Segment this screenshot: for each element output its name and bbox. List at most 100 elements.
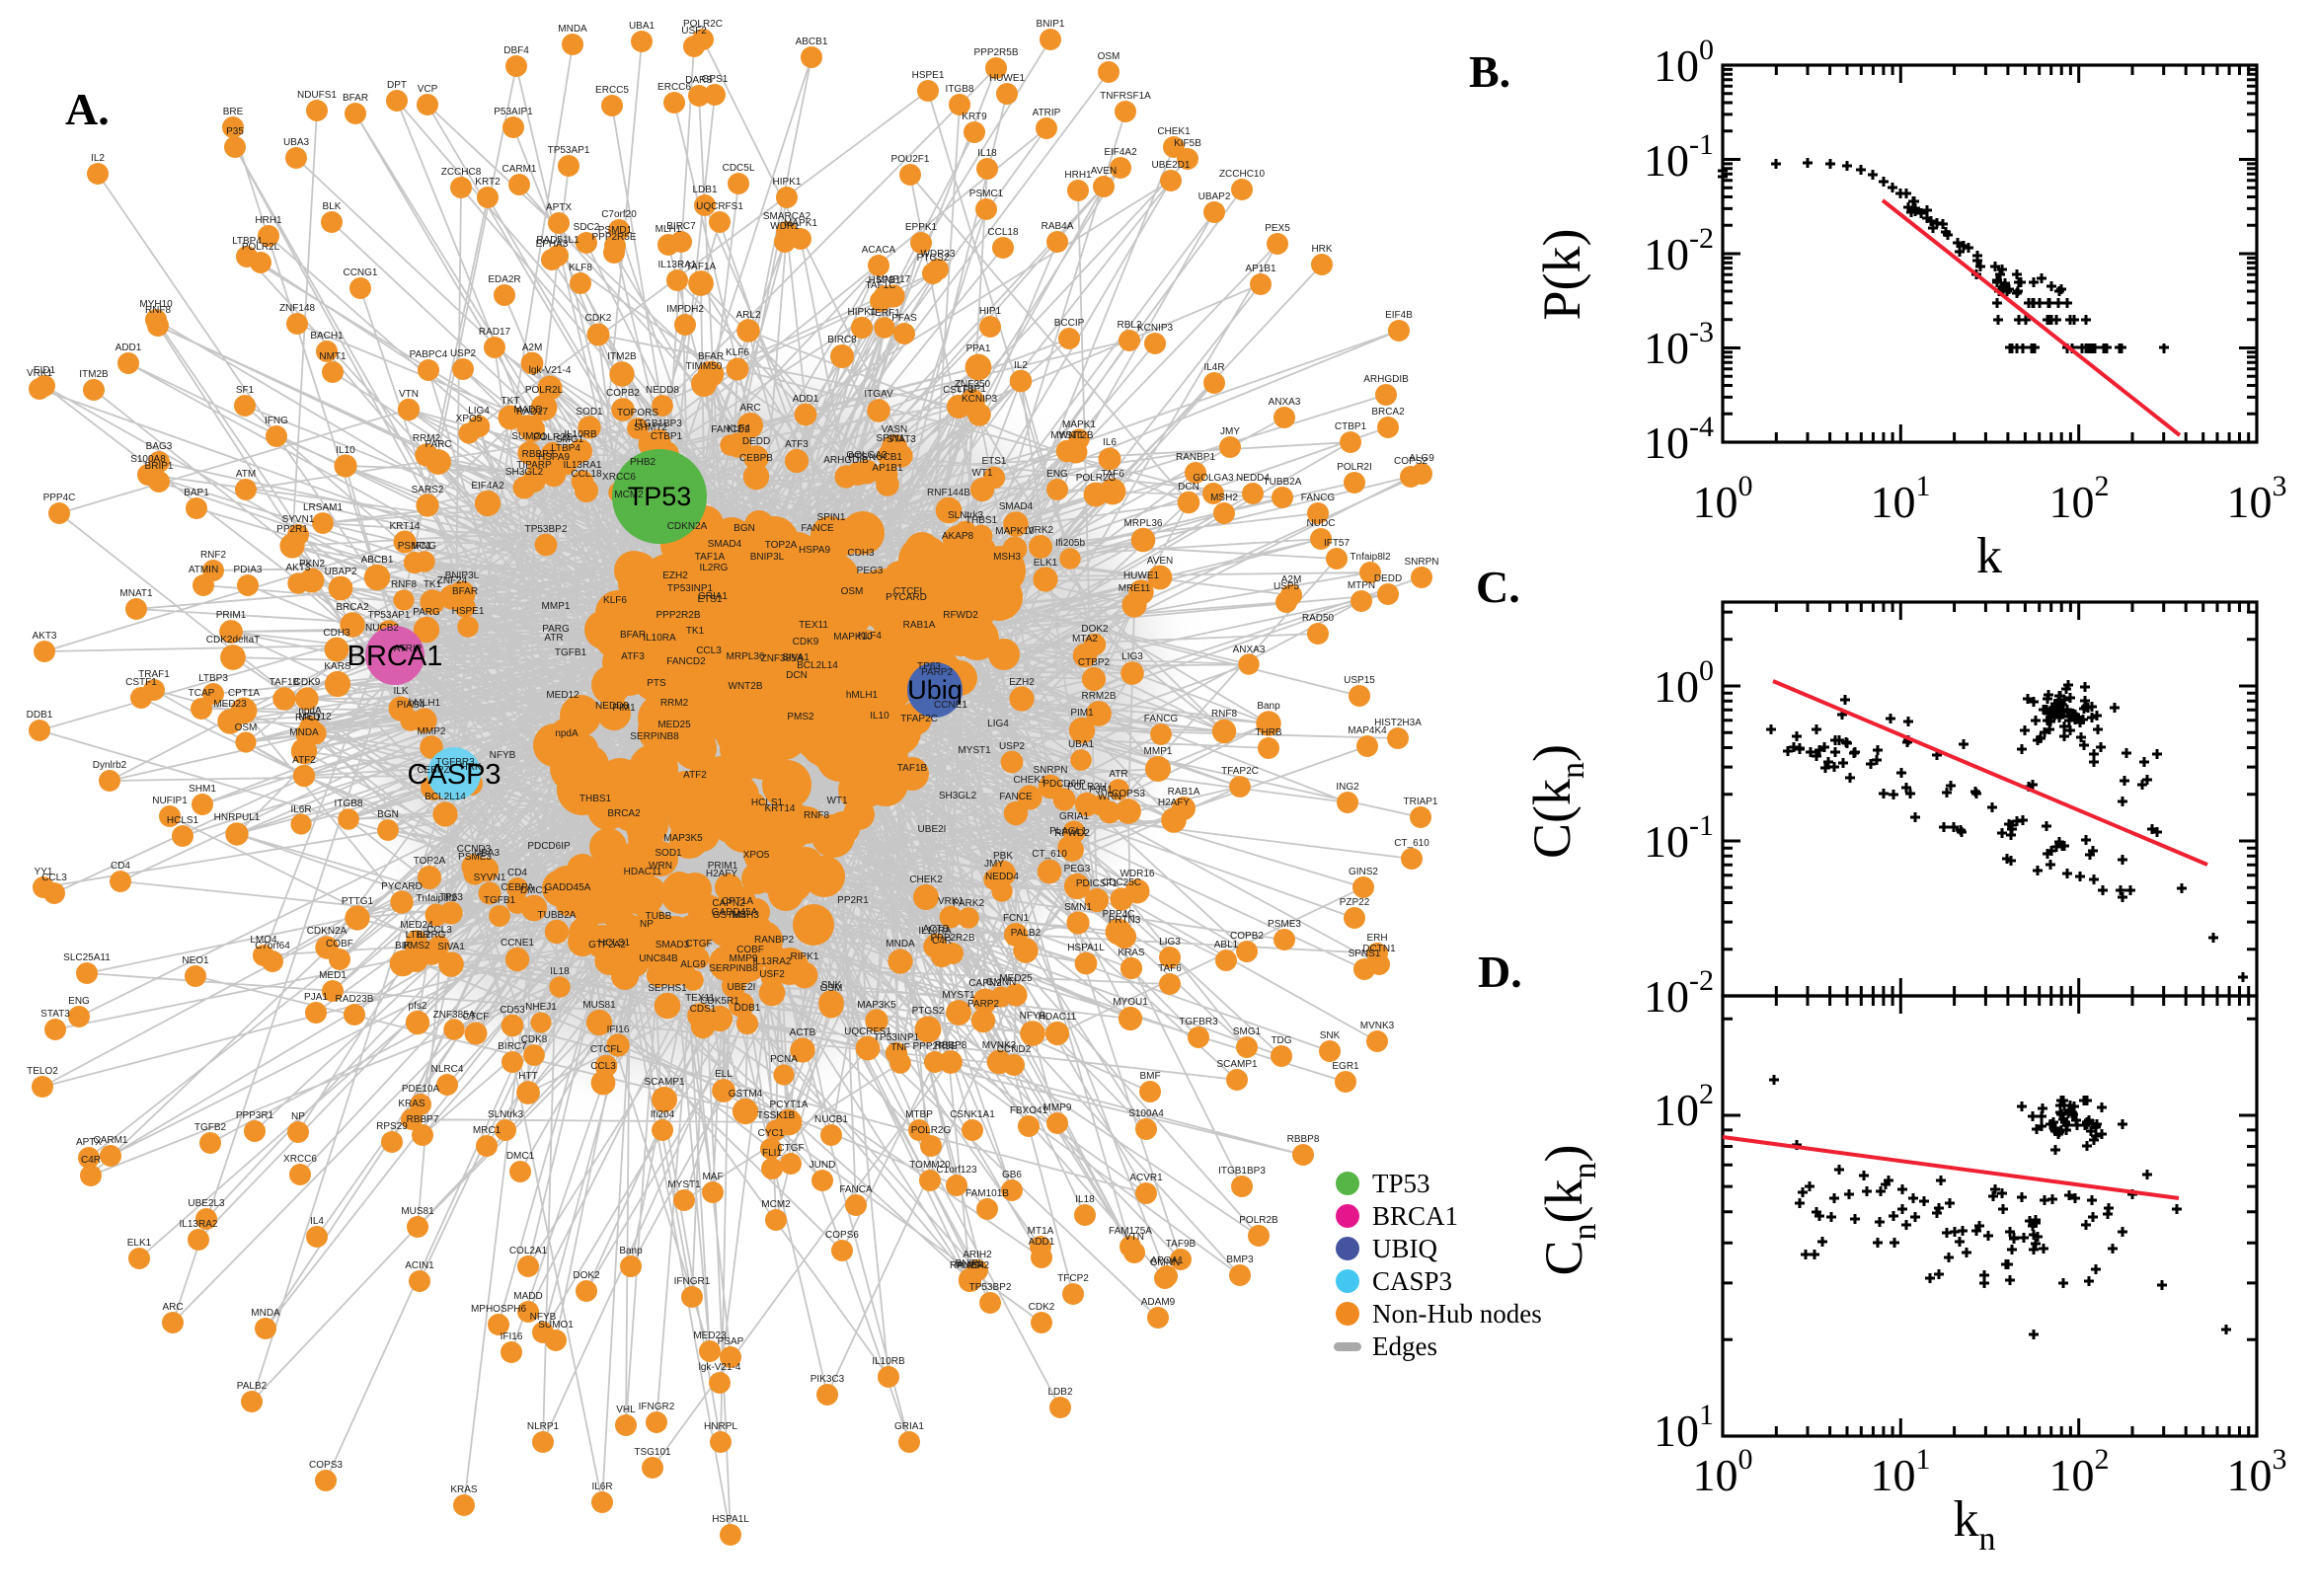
svg-text:H2AFY: H2AFY (1158, 798, 1191, 808)
svg-text:TCAP: TCAP (189, 688, 215, 699)
svg-text:SOD1: SOD1 (576, 407, 603, 418)
svg-text:PCNA: PCNA (770, 1054, 798, 1065)
svg-text:A2M: A2M (522, 342, 543, 353)
svg-text:TKT: TKT (502, 396, 520, 407)
svg-text:SPNS1: SPNS1 (1349, 949, 1381, 959)
svg-text:PPP2R5E: PPP2R5E (912, 1041, 957, 1052)
svg-text:CCND2: CCND2 (997, 1044, 1032, 1055)
svg-text:HSPA1L: HSPA1L (712, 1514, 749, 1525)
svg-text:UBE2D1: UBE2D1 (1152, 160, 1191, 171)
svg-text:LIG3: LIG3 (1121, 651, 1143, 662)
svg-text:TFCP2: TFCP2 (1057, 1273, 1089, 1284)
svg-text:MED12: MED12 (298, 712, 332, 722)
svg-text:ZCCHC10: ZCCHC10 (1219, 169, 1266, 180)
svg-text:FBXO41: FBXO41 (1010, 1105, 1048, 1116)
svg-text:HIP1: HIP1 (979, 306, 1002, 317)
svg-text:POLR2I: POLR2I (1337, 462, 1372, 473)
svg-text:AKT3: AKT3 (32, 631, 56, 642)
svg-text:RNF8: RNF8 (1211, 709, 1238, 720)
svg-text:KRT9: KRT9 (962, 112, 987, 122)
svg-text:MYST1: MYST1 (958, 745, 991, 756)
svg-text:DCTN1: DCTN1 (1362, 944, 1396, 954)
svg-text:WNT2B: WNT2B (729, 681, 763, 692)
svg-text:BIRC7: BIRC7 (498, 1041, 527, 1052)
svg-text:POLR2L: POLR2L (525, 385, 564, 396)
svg-text:CHEK1: CHEK1 (1013, 775, 1046, 786)
svg-text:PPP2R5B: PPP2R5B (973, 47, 1018, 58)
svg-text:TSSK1B: TSSK1B (757, 1110, 796, 1121)
svg-text:IL2: IL2 (91, 153, 105, 164)
svg-text:SCAMP1: SCAMP1 (644, 1077, 685, 1088)
svg-text:MMP1: MMP1 (1144, 746, 1173, 757)
svg-text:MED23: MED23 (693, 1330, 727, 1341)
svg-text:HSPA9: HSPA9 (799, 545, 830, 556)
svg-text:UBA3: UBA3 (283, 137, 310, 148)
svg-text:CTBP1: CTBP1 (651, 431, 683, 442)
svg-text:CD53: CD53 (500, 1005, 525, 1016)
svg-text:CDK2: CDK2 (585, 313, 612, 324)
svg-text:POU2F1: POU2F1 (891, 154, 930, 165)
svg-text:ATF3: ATF3 (785, 439, 809, 450)
svg-text:pfs2: pfs2 (409, 1001, 427, 1012)
svg-text:NEDD8: NEDD8 (646, 385, 679, 396)
svg-text:GRIA1: GRIA1 (894, 1421, 924, 1432)
svg-text:ARC: ARC (162, 1302, 183, 1313)
svg-text:S100A8: S100A8 (130, 454, 166, 465)
svg-text:UBE2I: UBE2I (918, 824, 947, 835)
svg-text:PJA1: PJA1 (1089, 785, 1113, 796)
svg-text:ILK: ILK (393, 686, 408, 697)
svg-text:UBE2I: UBE2I (728, 982, 756, 993)
svg-text:POLR2H: POLR2H (1067, 782, 1107, 793)
svg-text:PSME3: PSME3 (458, 852, 492, 863)
svg-text:RAD50: RAD50 (1302, 613, 1335, 624)
svg-text:LDB2: LDB2 (1047, 1387, 1072, 1398)
svg-text:WT1: WT1 (826, 796, 848, 806)
svg-text:RNF8: RNF8 (145, 305, 172, 316)
svg-text:MSH3: MSH3 (993, 552, 1021, 563)
svg-text:RAB1A: RAB1A (903, 620, 936, 631)
svg-text:MRPL36: MRPL36 (727, 651, 765, 662)
svg-text:RAD51L1: RAD51L1 (536, 235, 579, 246)
svg-text:PPP4C: PPP4C (1103, 909, 1135, 920)
svg-text:CDK9: CDK9 (294, 677, 321, 688)
svg-text:P(k): P(k) (1532, 229, 1591, 321)
svg-text:LTBP1: LTBP1 (957, 384, 986, 395)
svg-text:CEBPB: CEBPB (739, 453, 773, 464)
svg-text:MYST1: MYST1 (1050, 430, 1084, 441)
svg-text:k: k (1976, 528, 2002, 584)
svg-text:WRN: WRN (1098, 792, 1121, 802)
svg-text:EPPK1: EPPK1 (905, 222, 938, 233)
svg-text:SNRPN: SNRPN (1404, 557, 1438, 568)
svg-text:IFNGR2: IFNGR2 (639, 1402, 675, 1412)
svg-text:MRE11: MRE11 (1119, 583, 1151, 594)
svg-text:IL13RA1: IL13RA1 (658, 260, 697, 270)
svg-text:PPP2R5E: PPP2R5E (591, 232, 636, 243)
svg-text:POLR2G: POLR2G (911, 1125, 952, 1136)
svg-text:NMT1: NMT1 (319, 351, 347, 362)
svg-text:ATR: ATR (1109, 769, 1127, 780)
svg-text:MAF: MAF (702, 1172, 723, 1182)
svg-text:RAD17: RAD17 (516, 407, 549, 418)
svg-text:TGFB1: TGFB1 (484, 895, 516, 906)
svg-text:SHMT2: SHMT2 (634, 422, 667, 433)
svg-text:PARK2: PARK2 (953, 898, 984, 909)
svg-text:lgk-V21-4: lgk-V21-4 (529, 365, 572, 376)
svg-text:ACVR1: ACVR1 (1129, 1173, 1163, 1183)
svg-text:MNDA: MNDA (289, 727, 319, 738)
svg-text:CDS1: CDS1 (690, 1004, 717, 1015)
svg-text:DPT: DPT (387, 80, 407, 91)
svg-text:RFWD2: RFWD2 (1054, 828, 1090, 839)
svg-text:SMAD4: SMAD4 (708, 539, 742, 550)
svg-text:SMAD3: SMAD3 (656, 940, 690, 950)
svg-text:DDB1: DDB1 (734, 1003, 761, 1014)
svg-text:COPS2: COPS2 (1394, 456, 1428, 467)
svg-text:PP2R1: PP2R1 (276, 524, 308, 535)
svg-text:RNF144B: RNF144B (927, 488, 970, 498)
svg-text:PTTG1: PTTG1 (342, 896, 374, 907)
svg-text:ZNF24: ZNF24 (437, 575, 468, 586)
svg-text:RNF8: RNF8 (391, 579, 418, 590)
svg-text:PMS2: PMS2 (787, 712, 814, 722)
svg-text:MMP2: MMP2 (418, 726, 446, 737)
svg-text:PDCD6IP: PDCD6IP (527, 841, 571, 852)
svg-text:LMO4: LMO4 (250, 935, 277, 946)
